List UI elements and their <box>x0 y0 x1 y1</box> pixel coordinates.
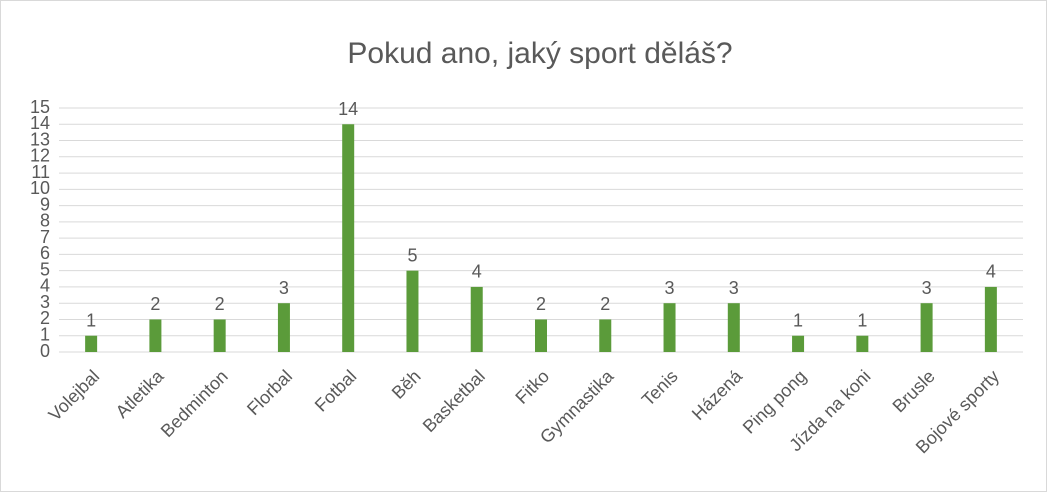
y-tick-label: 3 <box>40 292 50 312</box>
data-label: 4 <box>472 262 482 282</box>
y-tick-label: 10 <box>30 178 50 198</box>
data-label: 3 <box>665 278 675 298</box>
bar <box>792 335 805 352</box>
bar <box>342 124 355 353</box>
bar <box>277 303 290 352</box>
data-label: 3 <box>729 278 739 298</box>
bar <box>984 286 997 352</box>
data-label: 2 <box>150 294 160 314</box>
bar <box>535 319 547 352</box>
y-tick-label: 1 <box>40 324 50 344</box>
bar <box>663 303 676 352</box>
data-label: 14 <box>338 99 358 119</box>
y-tick-label: 0 <box>40 341 50 361</box>
bar <box>727 303 740 352</box>
data-label: 1 <box>86 310 96 330</box>
bar <box>470 286 483 352</box>
data-label: 3 <box>922 278 932 298</box>
bar <box>149 319 162 352</box>
y-tick-label: 11 <box>31 162 50 182</box>
data-label: 3 <box>279 278 289 298</box>
y-tick-label: 15 <box>30 97 50 117</box>
chart-title: Pokud ano, jaký sport děláš? <box>347 37 732 70</box>
y-tick-label: 2 <box>40 308 50 328</box>
data-label: 4 <box>986 262 996 282</box>
y-tick-label: 8 <box>40 211 50 231</box>
data-label: 5 <box>407 245 417 265</box>
bar <box>85 335 98 352</box>
bar <box>599 319 612 352</box>
y-tick-label: 7 <box>40 227 50 247</box>
y-tick-label: 14 <box>30 113 50 133</box>
data-label: 2 <box>600 294 610 314</box>
bar <box>920 303 933 352</box>
y-tick-label: 12 <box>30 146 50 166</box>
bar <box>856 335 869 352</box>
bar <box>406 270 419 352</box>
data-label: 1 <box>793 310 803 330</box>
y-tick-label: 13 <box>30 129 50 149</box>
y-tick-label: 5 <box>40 259 50 279</box>
data-label: 1 <box>857 310 867 330</box>
y-tick-label: 6 <box>40 243 50 263</box>
data-label: 2 <box>215 294 225 314</box>
y-tick-label: 4 <box>40 276 50 296</box>
bar <box>213 319 226 352</box>
y-tick-label: 9 <box>40 194 50 214</box>
data-label: 2 <box>536 294 546 314</box>
